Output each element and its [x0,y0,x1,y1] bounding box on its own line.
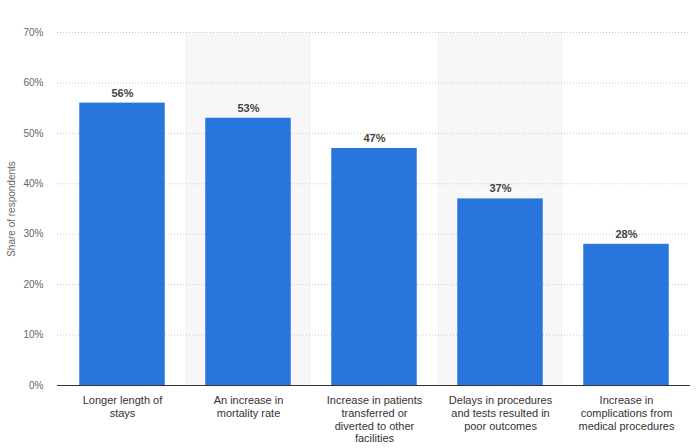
svg-text:28%: 28% [615,228,637,240]
svg-text:50%: 50% [23,128,43,139]
svg-text:70%: 70% [23,27,43,38]
svg-text:Share of respondents: Share of respondents [6,161,17,257]
svg-text:An increase inmortality rate: An increase inmortality rate [214,394,284,419]
svg-text:20%: 20% [23,279,43,290]
svg-text:47%: 47% [363,132,385,144]
svg-text:Increase incomplications fromm: Increase incomplications frommedical pro… [579,394,675,431]
svg-text:Longer length ofstays: Longer length ofstays [83,394,163,419]
svg-text:37%: 37% [489,182,511,194]
svg-text:53%: 53% [237,102,259,114]
svg-text:Delays in proceduresand tests: Delays in proceduresand tests resulted i… [449,394,553,431]
svg-text:0%: 0% [29,380,44,391]
svg-text:Increase in patientstransferre: Increase in patientstransferred ordivert… [327,394,423,444]
svg-text:56%: 56% [111,87,133,99]
svg-text:60%: 60% [23,77,43,88]
svg-text:10%: 10% [23,329,43,340]
svg-text:30%: 30% [23,228,43,239]
svg-text:40%: 40% [23,178,43,189]
